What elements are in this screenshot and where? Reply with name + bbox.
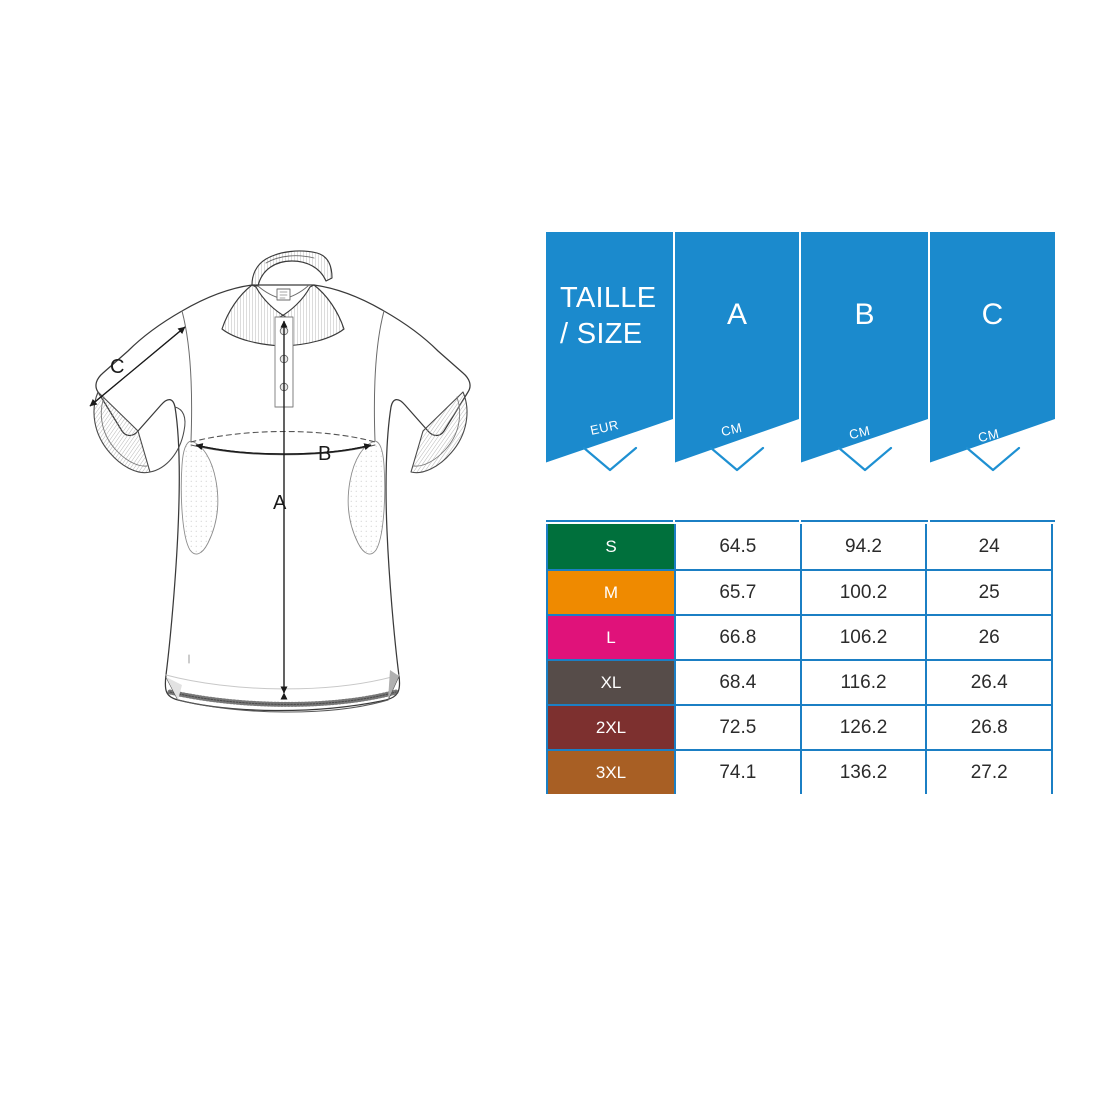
size-chart-table: TAILLE / SIZE EUR A CM — [546, 232, 1055, 794]
measure-label-b: B — [318, 443, 331, 465]
table-body: S 64.5 94.2 24 M 65.7 100.2 25 L 66.8 10… — [546, 524, 1053, 794]
cell-c: 26 — [925, 616, 1052, 659]
header-unit-cm-c: CM — [976, 425, 1001, 446]
header-blue-panel — [801, 232, 928, 463]
table-row: XL 68.4 116.2 26.4 — [548, 659, 1052, 704]
header-letter-b: B — [854, 298, 875, 331]
table-row: S 64.5 94.2 24 — [548, 524, 1052, 569]
cell-a: 66.8 — [674, 616, 800, 659]
table-row: L 66.8 106.2 26 — [548, 614, 1052, 659]
table-row: 3XL 74.1 136.2 27.2 — [548, 749, 1052, 794]
cell-b: 106.2 — [799, 616, 926, 659]
cell-c: 26.8 — [925, 706, 1052, 749]
size-badge: 3XL — [548, 751, 674, 794]
chevron-down-icon-c[interactable] — [964, 444, 1022, 474]
cell-b: 116.2 — [799, 661, 926, 704]
header-title-size: TAILLE / SIZE — [560, 282, 657, 350]
cell-a: 72.5 — [674, 706, 800, 749]
header-blue-panel — [675, 232, 799, 463]
cell-c: 26.4 — [925, 661, 1052, 704]
cell-c: 24 — [925, 524, 1052, 569]
size-badge: M — [548, 571, 674, 614]
measure-label-c: C — [110, 356, 124, 378]
cell-a: 65.7 — [674, 571, 800, 614]
header-underline — [546, 520, 673, 522]
header-letter-a: A — [726, 298, 747, 331]
header-cell-a: A CM — [675, 232, 799, 522]
header-blue-panel — [546, 232, 673, 463]
header-blue-panel — [930, 232, 1055, 463]
cell-a: 68.4 — [674, 661, 800, 704]
table-row: M 65.7 100.2 25 — [548, 569, 1052, 614]
header-cell-b: B CM — [801, 232, 928, 522]
size-badge: S — [548, 524, 674, 569]
cell-c: 27.2 — [925, 751, 1052, 794]
chevron-down-icon-size[interactable] — [581, 444, 639, 474]
table-header-row: TAILLE / SIZE EUR A CM — [546, 232, 1055, 522]
header-cell-c: C CM — [930, 232, 1055, 522]
table-row: 2XL 72.5 126.2 26.8 — [548, 704, 1052, 749]
size-badge: L — [548, 616, 674, 659]
size-badge: 2XL — [548, 706, 674, 749]
measure-label-a: A — [273, 492, 287, 514]
cell-b: 100.2 — [799, 571, 926, 614]
polo-shirt-illustration: A B C — [30, 245, 550, 775]
cell-b: 136.2 — [799, 751, 926, 794]
header-cell-size: TAILLE / SIZE EUR — [546, 232, 673, 522]
chevron-down-icon-b[interactable] — [836, 444, 894, 474]
size-badge: XL — [548, 661, 674, 704]
cell-a: 64.5 — [674, 524, 800, 569]
header-underline — [675, 520, 799, 522]
header-underline — [930, 520, 1055, 522]
header-letter-c: C — [981, 298, 1004, 331]
cell-a: 74.1 — [674, 751, 800, 794]
cell-c: 25 — [925, 571, 1052, 614]
header-underline — [801, 520, 928, 522]
cell-b: 126.2 — [799, 706, 926, 749]
chevron-down-icon-a[interactable] — [708, 444, 766, 474]
cell-b: 94.2 — [799, 524, 926, 569]
